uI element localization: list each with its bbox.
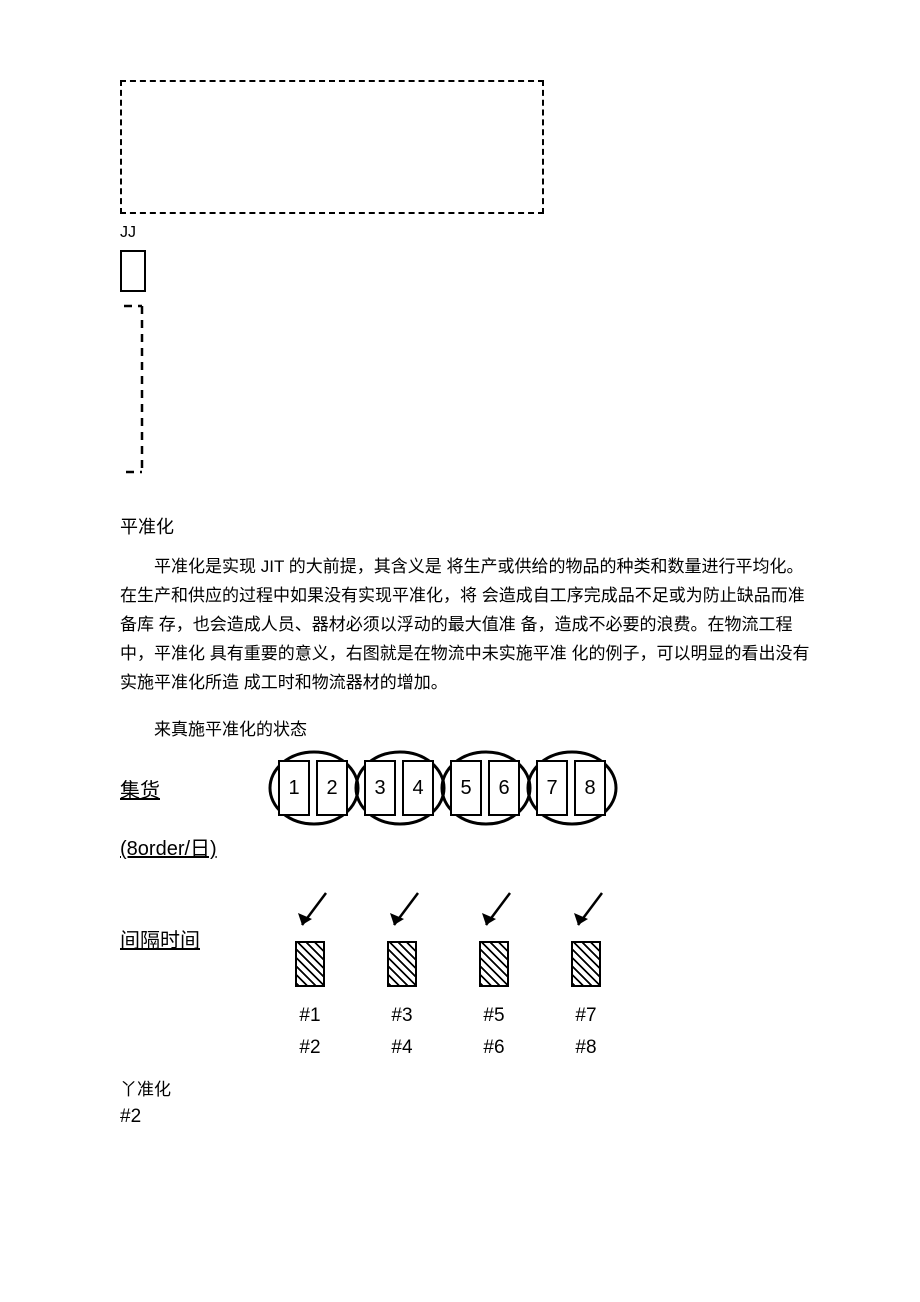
heading-heijunka: 平准化 — [120, 513, 820, 539]
circle-group-4: 7 8 — [528, 752, 614, 824]
arrow-icon — [280, 889, 340, 935]
num-box-6: 6 — [488, 760, 520, 816]
hatch-group-4 — [540, 889, 632, 987]
hatched-box — [571, 941, 601, 987]
dashed-vertical-marks — [120, 302, 820, 497]
group-label-2: #3 — [356, 1005, 448, 1027]
number-boxes-area: 1 2 3 4 5 6 7 8 — [270, 752, 614, 824]
small-rectangle — [120, 250, 146, 292]
arrow-icon — [464, 889, 524, 935]
hatched-box — [295, 941, 325, 987]
footer-text-2: #2 — [120, 1106, 820, 1128]
circle-group-3: 5 6 — [442, 752, 528, 824]
group-label-3: #5 — [448, 1005, 540, 1027]
group-sublabel-2: #4 — [356, 1037, 448, 1059]
diagram-top-row: 集货 1 2 3 4 5 6 — [120, 752, 680, 824]
num-box-1: 1 — [278, 760, 310, 816]
footer-text-1: 丫准化 — [120, 1075, 820, 1100]
group-label-4: #7 — [540, 1005, 632, 1027]
hatch-group-2 — [356, 889, 448, 987]
label-collection: 集货 — [120, 774, 270, 803]
arrow-icon — [372, 889, 432, 935]
hatch-group-1 — [264, 889, 356, 987]
labels-row-sub: #2 #4 #6 #8 — [120, 1037, 680, 1059]
num-box-2: 2 — [316, 760, 348, 816]
circle-group-1: 1 2 — [270, 752, 356, 824]
num-box-5: 5 — [450, 760, 482, 816]
dashed-shape-svg — [120, 302, 150, 492]
group-label-1: #1 — [264, 1005, 356, 1027]
num-box-7: 7 — [536, 760, 568, 816]
paragraph-heijunka: 平准化是实现 JIT 的大前提，其含义是 将生产或供给的物品的种类和数量进行平均… — [120, 553, 820, 697]
heijunka-diagram: 集货 1 2 3 4 5 6 — [120, 752, 680, 1059]
label-interval: 间隔时间 — [120, 924, 270, 953]
subheading-state: 来真施平准化的状态 — [120, 715, 820, 740]
document-page: JJ 平准化 平准化是实现 JIT 的大前提，其含义是 将生产或供给的物品的种类… — [0, 0, 920, 1188]
dashed-placeholder-box — [120, 80, 544, 214]
num-box-4: 4 — [402, 760, 434, 816]
hatched-box — [387, 941, 417, 987]
label-8order: (8order/日) — [120, 832, 270, 861]
labels-row-top: #1 #3 #5 #7 — [120, 1005, 680, 1027]
arrows-hatches-row: 间隔时间 — [120, 889, 680, 987]
group-sublabel-4: #8 — [540, 1037, 632, 1059]
circle-group-2: 3 4 — [356, 752, 442, 824]
label-jj: JJ — [120, 224, 820, 242]
group-sublabel-1: #2 — [264, 1037, 356, 1059]
arrow-icon — [556, 889, 616, 935]
num-box-3: 3 — [364, 760, 396, 816]
group-sublabel-3: #6 — [448, 1037, 540, 1059]
hatch-group-3 — [448, 889, 540, 987]
diagram-8order-row: (8order/日) — [120, 832, 680, 861]
num-box-8: 8 — [574, 760, 606, 816]
hatched-box — [479, 941, 509, 987]
